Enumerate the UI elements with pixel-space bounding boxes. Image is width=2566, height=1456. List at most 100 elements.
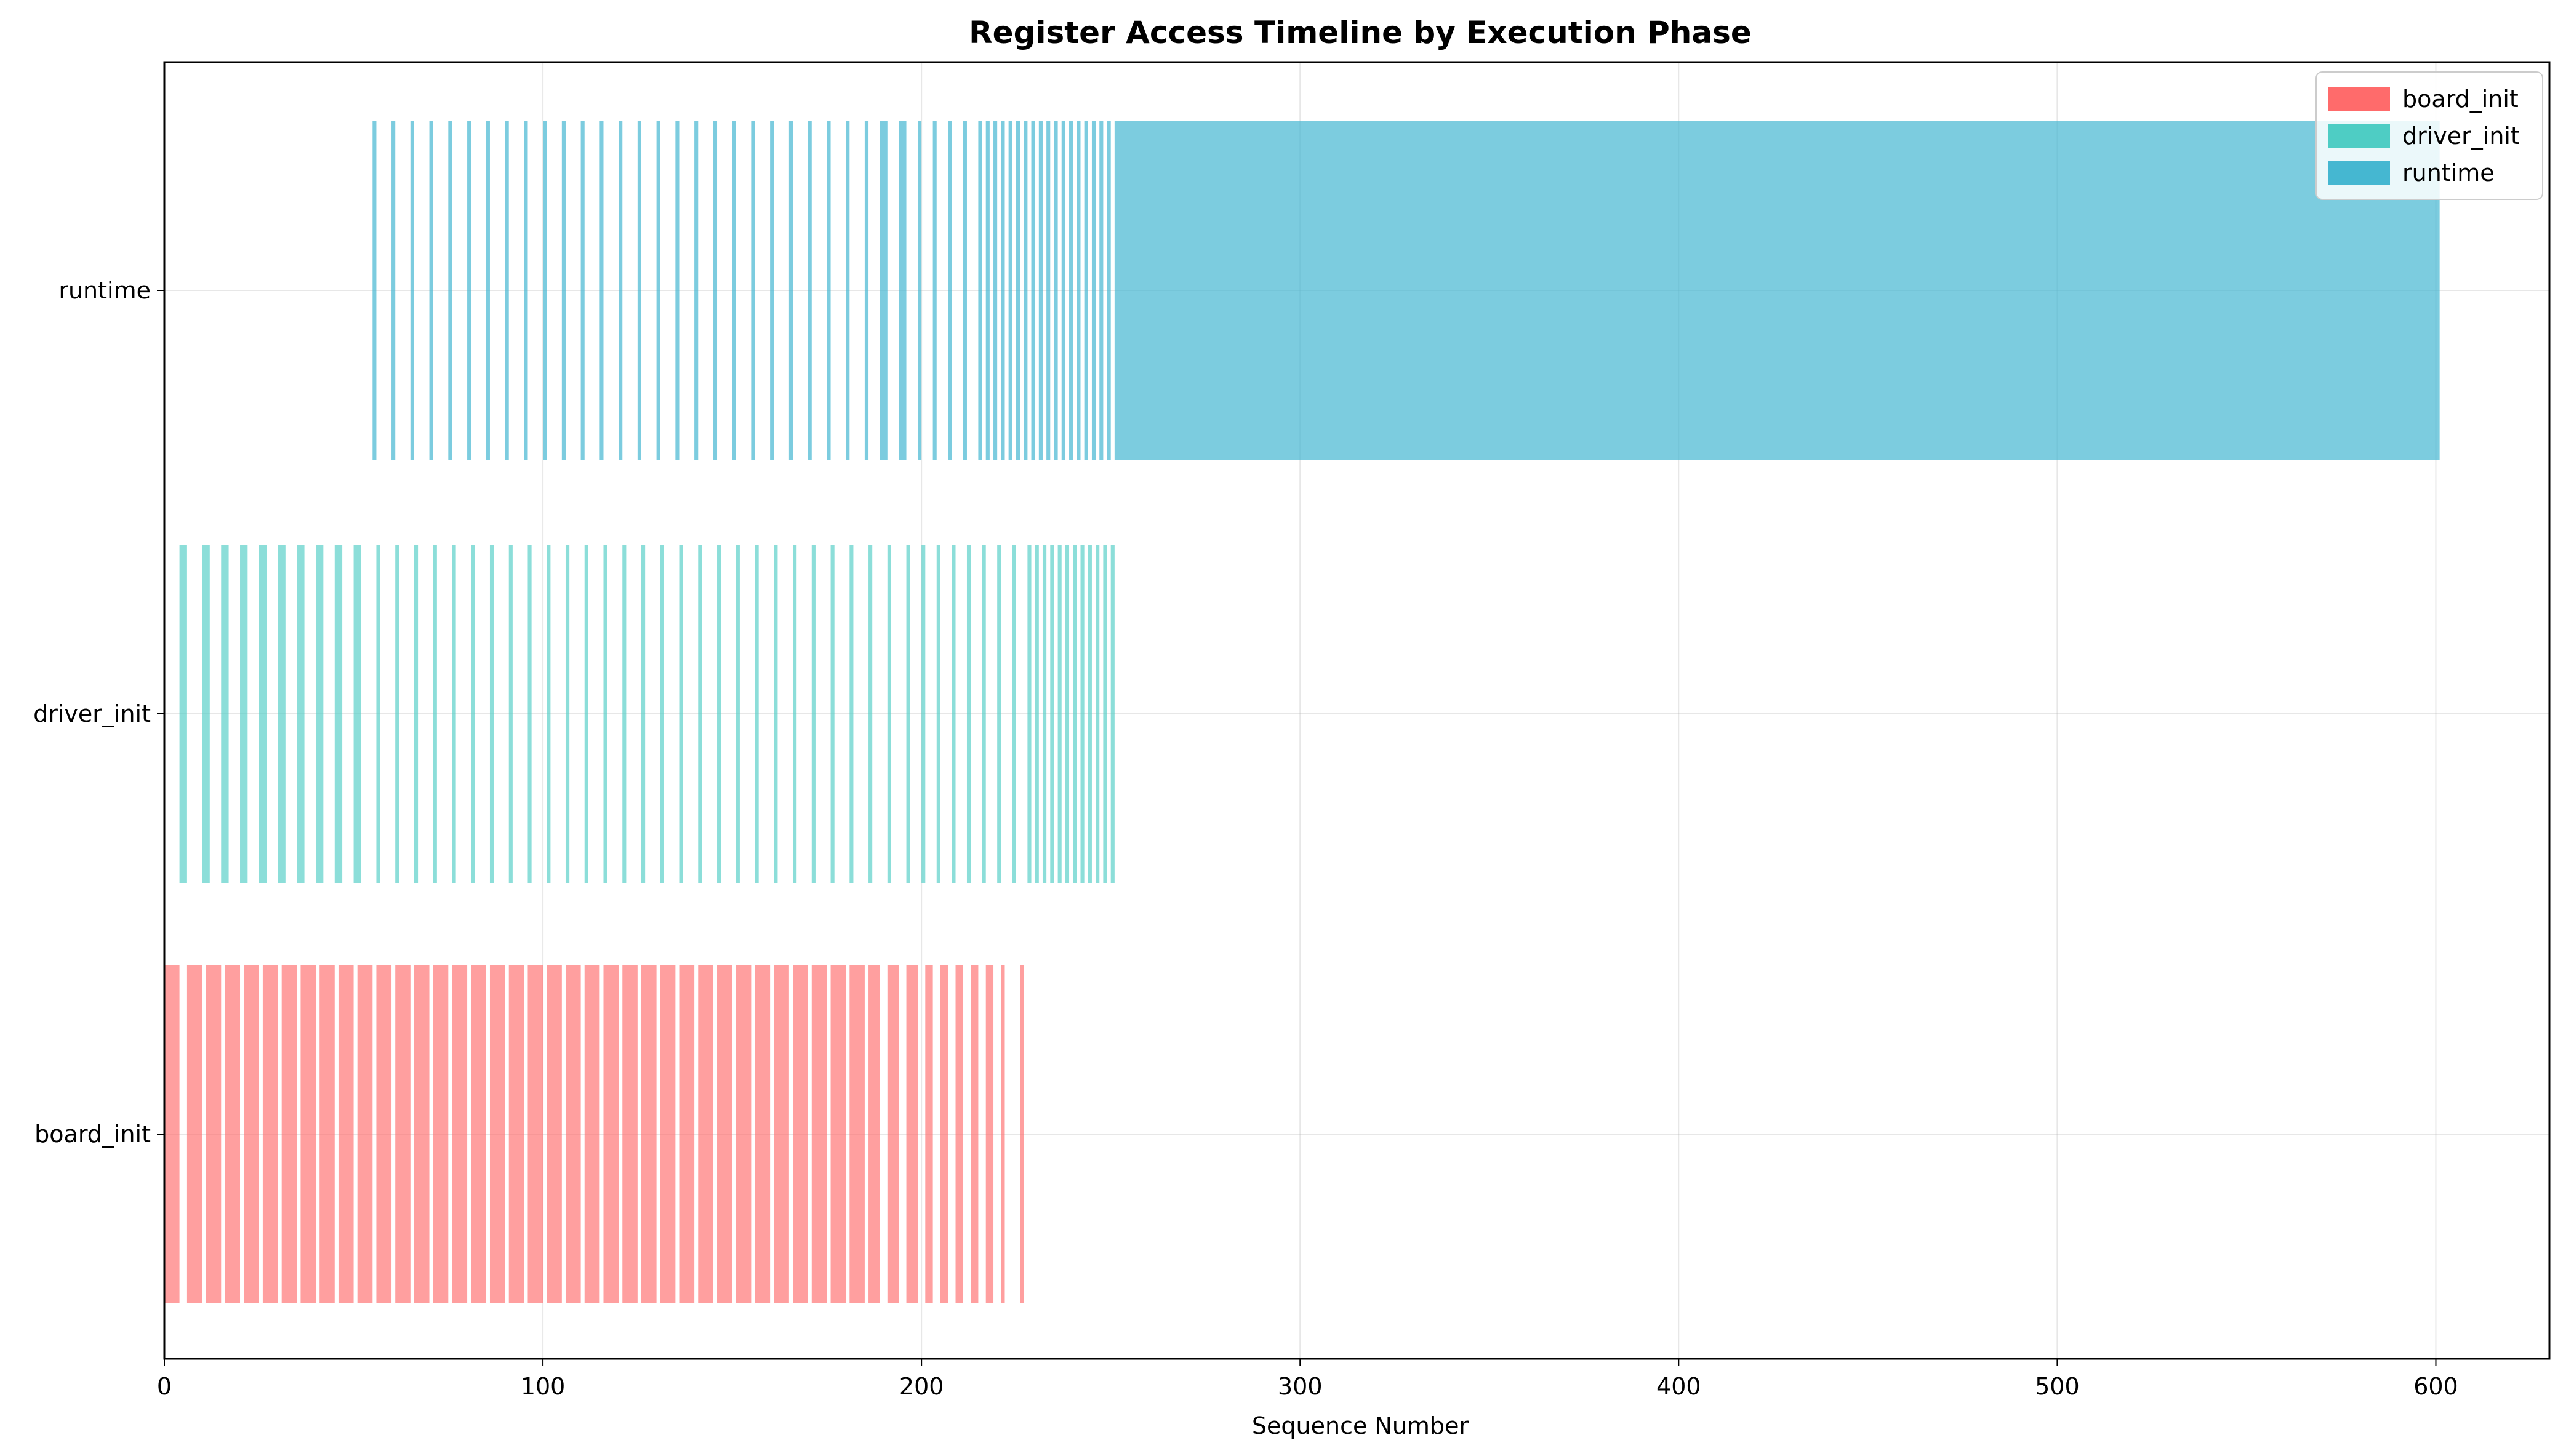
board_init-interval-bar <box>940 965 948 1303</box>
driver_init-interval-bar <box>1110 545 1115 883</box>
driver_init-interval-bar <box>717 545 721 883</box>
runtime-interval-bar <box>1001 121 1005 460</box>
runtime-interval-bar <box>732 121 736 460</box>
runtime-interval-bar <box>561 121 566 460</box>
board_init-interval-bar <box>262 965 278 1303</box>
driver_init-interval-bar <box>952 545 956 883</box>
runtime-interval-bar <box>391 121 396 460</box>
driver_init-interval-bar <box>641 545 646 883</box>
driver_init-interval-bar <box>395 545 399 883</box>
board_init-interval-bar <box>376 965 392 1303</box>
runtime-interval-bar <box>751 121 755 460</box>
driver_init-interval-bar <box>849 545 854 883</box>
board_init-interval-bar <box>660 965 676 1303</box>
board_init-interval-bar <box>319 965 335 1303</box>
legend-label-driver_init: driver_init <box>2402 122 2520 150</box>
driver_init-interval-bar <box>921 545 926 883</box>
board_init-interval-bar <box>793 965 808 1303</box>
board_init-interval-bar <box>565 965 581 1303</box>
runtime-interval-bar <box>713 121 718 460</box>
chart-title: Register Access Timeline by Execution Ph… <box>969 15 1752 50</box>
driver_init-interval-bar <box>1050 545 1054 883</box>
runtime-interval-bar <box>770 121 774 460</box>
driver_init-interval-bar <box>452 545 456 883</box>
driver_init-interval-bar <box>240 545 248 883</box>
board_init-interval-bar <box>357 965 373 1303</box>
runtime-interval-bar <box>599 121 604 460</box>
driver_init-interval-bar <box>259 545 267 883</box>
board_init-interval-bar <box>471 965 486 1303</box>
board_init-interval-bar <box>300 965 316 1303</box>
board_init-interval-bar <box>622 965 638 1303</box>
runtime-interval-bar <box>1038 121 1043 460</box>
driver_init-interval-bar <box>793 545 797 883</box>
x-axis-label: Sequence Number <box>1252 1412 1469 1439</box>
runtime-interval-bar <box>467 121 471 460</box>
driver_init-interval-bar <box>868 545 873 883</box>
driver_init-interval-bar <box>433 545 437 883</box>
board_init-interval-bar <box>849 965 865 1303</box>
runtime-interval-bar <box>1061 121 1065 460</box>
runtime-interval-bar <box>918 121 922 460</box>
driver_init-interval-bar <box>811 545 816 883</box>
runtime-interval-bar <box>524 121 528 460</box>
driver_init-interval-bar <box>414 545 419 883</box>
driver_init-interval-bar <box>887 545 891 883</box>
legend-swatch-driver_init <box>2328 124 2390 148</box>
driver_init-interval-bar <box>334 545 343 883</box>
board_init-interval-bar <box>244 965 259 1303</box>
driver_init-interval-bar <box>202 545 210 883</box>
driver_init-interval-bar <box>698 545 702 883</box>
driver_init-interval-bar <box>584 545 588 883</box>
runtime-interval-bar <box>864 121 869 460</box>
driver_init-interval-bar <box>622 545 627 883</box>
board_init-interval-bar <box>164 965 180 1303</box>
board_init-interval-bar <box>906 965 918 1303</box>
board_init-interval-bar <box>811 965 827 1303</box>
board_init-interval-bar <box>508 965 524 1303</box>
runtime-interval-bar <box>880 121 888 460</box>
board_init-interval-bar <box>868 965 880 1303</box>
board_init-interval-bar <box>281 965 297 1303</box>
runtime-interval-bar <box>1031 121 1035 460</box>
driver_init-interval-bar <box>1073 545 1077 883</box>
legend-label-board_init: board_init <box>2402 86 2519 113</box>
driver_init-interval-bar <box>1080 545 1085 883</box>
driver_init-interval-bar <box>830 545 835 883</box>
runtime-interval-bar <box>985 121 990 460</box>
driver_init-interval-bar <box>547 545 551 883</box>
driver_init-interval-bar <box>982 545 986 883</box>
driver_init-interval-bar <box>997 545 1001 883</box>
driver_init-interval-bar <box>1096 545 1100 883</box>
runtime-interval-bar <box>580 121 585 460</box>
runtime-interval-bar <box>978 121 982 460</box>
driver_init-interval-bar <box>660 545 664 883</box>
board_init-interval-bar <box>452 965 468 1303</box>
driver_init-interval-bar <box>527 545 532 883</box>
runtime-interval-bar <box>694 121 699 460</box>
board_init-interval-bar <box>830 965 846 1303</box>
board_init-interval-bar <box>547 965 562 1303</box>
board_init-interval-bar <box>887 965 899 1303</box>
runtime-interval-bar <box>1114 121 2440 460</box>
driver_init-interval-bar <box>1065 545 1070 883</box>
runtime-interval-bar <box>410 121 414 460</box>
driver_init-interval-bar <box>471 545 475 883</box>
board_init-interval-bar <box>755 965 771 1303</box>
runtime-interval-bar <box>619 121 623 460</box>
driver_init-interval-bar <box>297 545 305 883</box>
driver_init-interval-bar <box>1027 545 1032 883</box>
runtime-interval-bar <box>993 121 998 460</box>
x-tick-label: 100 <box>521 1373 566 1400</box>
driver_init-interval-bar <box>679 545 683 883</box>
runtime-interval-bar <box>932 121 937 460</box>
board_init-interval-bar <box>971 965 979 1303</box>
x-tick-label: 400 <box>1656 1373 1701 1400</box>
y-tick-label: board_init <box>34 1121 151 1148</box>
runtime-interval-bar <box>637 121 641 460</box>
plot-frame <box>163 61 2551 1360</box>
runtime-interval-bar <box>1024 121 1028 460</box>
board_init-interval-bar <box>698 965 713 1303</box>
driver_init-interval-bar <box>376 545 380 883</box>
